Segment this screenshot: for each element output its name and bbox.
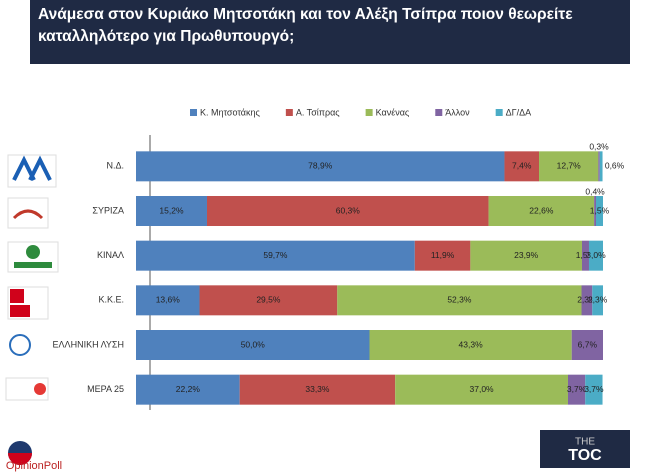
party-logos [5,154,630,468]
data-label: 50,0% [241,339,266,349]
legend-label: ΔΓ/ΔΑ [506,107,531,117]
bar-segment [414,240,471,271]
bar-segment [136,240,415,271]
bar-segment [592,285,603,316]
data-label: 15,2% [159,205,184,215]
data-label: 12,7% [557,161,582,171]
media-logo: TOC [568,447,602,464]
data-label: 11,9% [431,250,455,260]
title-box: Ανάμεσα στον Κυριάκο Μητσοτάκη και τον Α… [38,6,573,45]
legend-swatch [190,109,197,116]
bar-segment [206,196,489,226]
bar-segment [504,151,540,182]
legend-swatch [435,109,443,116]
data-label: 6,7% [578,339,598,349]
data-label: 2,3% [577,295,597,305]
data-label: 78,9% [308,161,333,171]
title-band [30,0,630,64]
data-label: 22,6% [529,205,554,215]
bar-segment [395,374,568,405]
pollster-logo: OpinionPoll [6,460,62,472]
data-label: 33,3% [305,384,330,394]
y-tick-label: ΜΕΡΑ 25 [87,384,124,394]
legend-label: Κ. Μητσοτάκης [200,107,261,117]
data-label: 43,3% [459,339,484,349]
media-logo-top: THE [575,437,595,448]
bar-segment [581,285,593,316]
bar-segment [369,330,572,360]
data-label: 0,3% [589,142,609,152]
legend-label: Άλλον [445,107,470,117]
y-tick-label: Ν.Δ. [106,161,124,171]
data-label: 0,6% [605,161,625,171]
data-label: 3,7% [584,384,604,394]
y-tick-label: ΣΥΡΙΖΑ [92,205,124,215]
data-label: 0,4% [585,186,605,196]
bar-segment [599,151,603,182]
bar-segment [239,374,396,405]
data-label: 52,3% [447,295,472,305]
legend-swatch [495,109,503,116]
data-label: 29,5% [256,295,281,305]
bar-segment [539,151,599,182]
data-label: 2,3% [588,295,608,305]
bar-segment [594,196,596,226]
data-label: 59,7% [263,250,288,260]
bar-segment [581,240,589,271]
bar-segment [199,285,338,316]
bar-segment [136,330,370,360]
data-label: 23,9% [514,250,539,260]
bar-segment [595,196,603,226]
bar-segment [598,151,600,182]
bar-segment [571,330,603,360]
bar-segment [588,240,603,271]
bar-segment [567,374,586,405]
bar-segment [136,285,200,316]
bar-segment [136,151,505,182]
bar-segment [136,196,207,226]
data-label: 3,7% [567,384,587,394]
y-tick-label: ΕΛΛΗΝΙΚΗ ΛΥΣΗ [53,339,124,349]
data-label: 1,5% [576,250,596,260]
data-label: 60,3% [336,205,361,215]
bar-segment [136,374,240,405]
bar-segment [337,285,582,316]
bar-segment [585,374,603,405]
data-label: 1,5% [590,205,610,215]
legend-label: Κανένας [376,107,410,117]
legend-swatch [285,109,293,116]
data-label: 13,6% [156,295,181,305]
y-tick-label: Κ.Κ.Ε. [98,295,124,305]
y-tick-label: ΚΙΝΑΛ [97,250,124,260]
legend-label: Α. Τσίπρας [296,107,340,117]
bar-segment [470,240,582,271]
chart-title: Ανάμεσα στον Κυριάκο Μητσοτάκη και τον Α… [38,6,573,45]
data-label: 7,4% [512,161,532,171]
data-label: 3,0% [586,250,606,260]
bar-segment [488,196,595,226]
legend-swatch [365,109,373,116]
data-label: 37,0% [470,384,495,394]
data-label: 22,2% [176,384,201,394]
